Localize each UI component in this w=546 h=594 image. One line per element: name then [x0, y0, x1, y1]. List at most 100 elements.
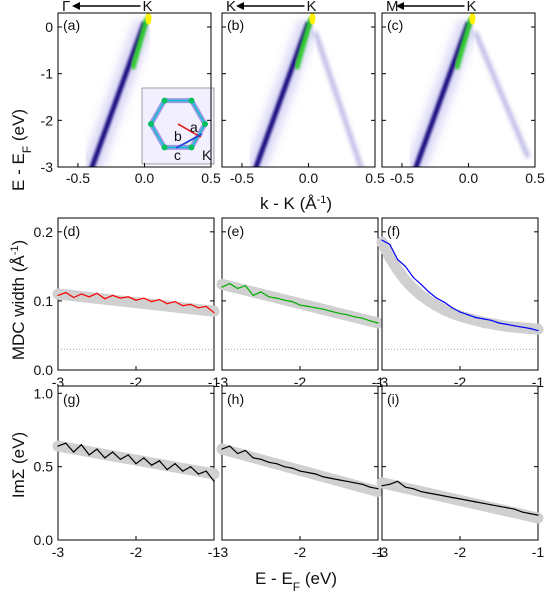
data-point	[127, 454, 129, 456]
data-point	[112, 294, 114, 296]
k-point-pocket	[148, 121, 154, 127]
panel-label: (f)	[387, 223, 400, 239]
arpes-intensity	[246, 13, 364, 167]
fit-band	[376, 236, 544, 335]
data-point	[65, 292, 67, 294]
data-point	[330, 310, 332, 312]
data-point	[182, 470, 184, 472]
ytick-label: 0.2	[34, 224, 54, 240]
data-point	[260, 291, 262, 293]
arpes-row: E - EF (eV) abc K 0 -1 -2 -3 -0.5 0.0 0.5 (a) Γ K -…	[9, 0, 545, 213]
data-point	[221, 448, 223, 450]
data-point	[88, 296, 90, 298]
xtick-label: 0.0	[459, 170, 479, 186]
fit-band	[216, 443, 384, 498]
data-point	[182, 305, 184, 307]
data-point	[428, 492, 430, 494]
ytick-label: 0.5	[34, 459, 54, 475]
data-point	[377, 322, 379, 324]
data-point	[529, 513, 531, 515]
data-point	[506, 507, 508, 509]
hot-spot	[469, 13, 476, 25]
data-point	[104, 298, 106, 300]
panel-label: (c)	[387, 17, 403, 33]
bottom-xlabel: E - EF (eV)	[255, 569, 337, 594]
data-point	[381, 239, 383, 241]
imsigma-panel-h: -3 -2 -1 (h)	[216, 385, 384, 560]
data-point	[354, 482, 356, 484]
xtick-label: 0.5	[365, 170, 385, 186]
plot-frame	[221, 385, 379, 541]
data-point	[143, 297, 145, 299]
xtick-label: -3	[52, 544, 65, 560]
panel-label: (b)	[227, 17, 244, 33]
data-point	[498, 322, 500, 324]
data-point	[475, 501, 477, 503]
data-point	[514, 508, 516, 510]
data-point	[57, 445, 59, 447]
data-point	[397, 480, 399, 482]
cut-a	[177, 123, 202, 138]
arpes-panel-c: -0.5 0.0 0.5 (c) M K	[381, 0, 545, 186]
data-point	[221, 286, 223, 288]
data-point	[412, 488, 414, 490]
data-point	[213, 480, 215, 482]
data-point	[389, 483, 391, 485]
data-point	[80, 293, 82, 295]
ytick-label: -3	[41, 159, 54, 175]
arpes-frame	[381, 12, 536, 168]
data-point	[377, 488, 379, 490]
data-point	[135, 463, 137, 465]
direction-arrowhead	[236, 2, 244, 10]
data-point	[369, 320, 371, 322]
data-point	[268, 461, 270, 463]
k-point-pocket	[188, 144, 195, 151]
data-point	[521, 326, 524, 328]
direction-arrowhead	[396, 2, 404, 10]
data-point	[369, 486, 371, 488]
arpes-frame	[57, 12, 212, 168]
data-point	[381, 485, 383, 487]
data-point	[151, 464, 153, 466]
data-point	[119, 297, 121, 299]
inset-label-a: a	[190, 119, 198, 135]
mdc-ylabel: MDC width (Å-1)	[9, 240, 28, 360]
hot-spot	[145, 13, 152, 25]
data-point	[459, 498, 461, 500]
data-point	[229, 283, 231, 285]
data-point	[237, 452, 239, 455]
data-point	[361, 317, 363, 319]
imsigma-panel-i: -3 -2 -1 (i)	[376, 385, 544, 560]
data-point	[80, 444, 82, 446]
data-point	[283, 299, 285, 301]
data-point	[244, 285, 246, 287]
data-point	[190, 303, 192, 305]
xtick-label: -2	[294, 544, 307, 560]
fit-band	[376, 477, 544, 524]
hot-band-segment	[294, 16, 314, 70]
xtick-label: -3	[376, 544, 389, 560]
data-point	[174, 463, 176, 465]
direction-end: K	[466, 0, 476, 15]
data-point	[467, 499, 469, 501]
direction-end: K	[306, 0, 316, 15]
data-point	[443, 495, 445, 497]
data-point	[397, 258, 399, 261]
data-point	[166, 469, 168, 471]
data-point	[166, 303, 168, 305]
arpes-intensity	[82, 13, 153, 167]
imsigma-ylabel: ImΣ (eV)	[9, 432, 28, 498]
plot-frame	[381, 217, 539, 371]
data-point	[299, 304, 301, 306]
cut-c	[175, 133, 203, 149]
data-point	[346, 480, 348, 482]
mdc-panel-e: -3 -2 -1(e)	[216, 217, 384, 390]
fit-band	[52, 288, 220, 317]
data-point	[420, 283, 422, 285]
data-point	[436, 297, 438, 299]
k-point-pocket	[161, 144, 168, 151]
data-point	[354, 316, 356, 318]
hot-band-segment	[130, 16, 150, 70]
data-point	[459, 311, 461, 313]
